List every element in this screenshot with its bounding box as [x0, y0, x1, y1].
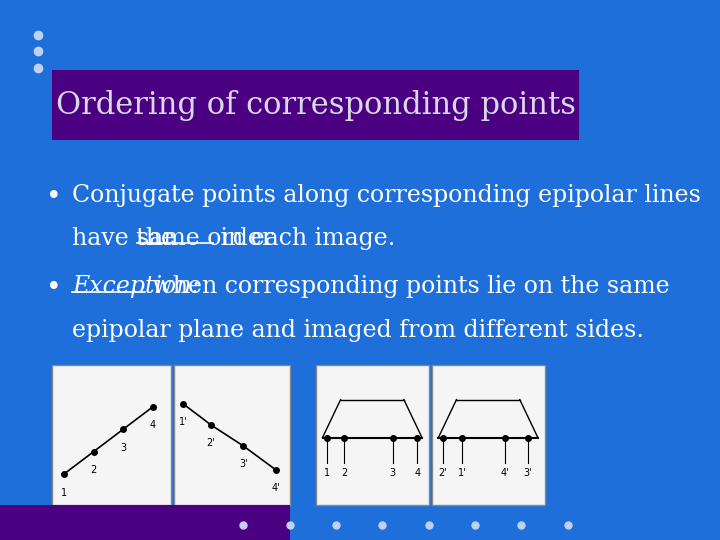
- Text: 1: 1: [324, 468, 330, 478]
- Text: 3': 3': [239, 460, 248, 469]
- Text: 4': 4': [500, 468, 509, 478]
- Text: Exception:: Exception:: [73, 275, 200, 299]
- Text: 2: 2: [91, 465, 96, 475]
- Text: 1: 1: [61, 488, 67, 497]
- Bar: [0, 505, 289, 540]
- Bar: [52, 70, 580, 140]
- Text: 3': 3': [523, 468, 532, 478]
- Text: 2': 2': [438, 468, 447, 478]
- Text: same order: same order: [138, 227, 274, 250]
- Text: •: •: [46, 275, 62, 301]
- Text: 1': 1': [179, 417, 187, 427]
- Bar: [52, 364, 171, 505]
- Text: 3: 3: [390, 468, 396, 478]
- Text: when corresponding points lie on the same: when corresponding points lie on the sam…: [145, 275, 670, 299]
- Text: Conjugate points along corresponding epipolar lines: Conjugate points along corresponding epi…: [73, 184, 701, 207]
- Text: in each image.: in each image.: [212, 227, 395, 250]
- Text: 4: 4: [150, 420, 156, 430]
- Bar: [316, 364, 428, 505]
- Text: 3: 3: [120, 443, 127, 453]
- Text: 4': 4': [271, 483, 280, 494]
- Text: 4: 4: [415, 468, 420, 478]
- Text: have the: have the: [73, 227, 183, 250]
- Bar: [174, 364, 289, 505]
- Text: 2': 2': [207, 438, 215, 448]
- Text: Ordering of corresponding points: Ordering of corresponding points: [55, 90, 576, 121]
- Text: •: •: [46, 184, 62, 210]
- Text: 1': 1': [458, 468, 467, 478]
- Text: epipolar plane and imaged from different sides.: epipolar plane and imaged from different…: [73, 319, 644, 342]
- Text: 2: 2: [341, 468, 347, 478]
- Bar: [431, 364, 544, 505]
